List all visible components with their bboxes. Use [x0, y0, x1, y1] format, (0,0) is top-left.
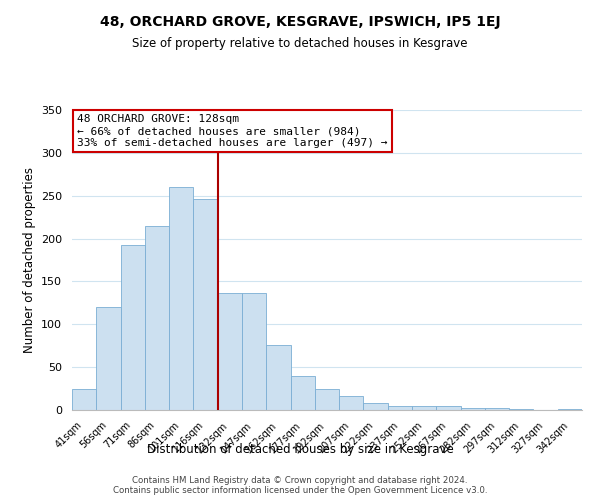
- Bar: [121, 244, 145, 410]
- Bar: [388, 406, 412, 410]
- Bar: [558, 409, 582, 410]
- Bar: [412, 406, 436, 410]
- Bar: [218, 292, 242, 410]
- Bar: [169, 187, 193, 410]
- Bar: [290, 376, 315, 410]
- Bar: [145, 226, 169, 410]
- Bar: [364, 403, 388, 410]
- Bar: [485, 408, 509, 410]
- Text: 48 ORCHARD GROVE: 128sqm
← 66% of detached houses are smaller (984)
33% of semi-: 48 ORCHARD GROVE: 128sqm ← 66% of detach…: [77, 114, 388, 148]
- Bar: [266, 345, 290, 410]
- Y-axis label: Number of detached properties: Number of detached properties: [23, 167, 35, 353]
- Bar: [72, 388, 96, 410]
- Text: Size of property relative to detached houses in Kesgrave: Size of property relative to detached ho…: [132, 38, 468, 51]
- Text: Distribution of detached houses by size in Kesgrave: Distribution of detached houses by size …: [146, 442, 454, 456]
- Text: 48, ORCHARD GROVE, KESGRAVE, IPSWICH, IP5 1EJ: 48, ORCHARD GROVE, KESGRAVE, IPSWICH, IP…: [100, 15, 500, 29]
- Text: Contains HM Land Registry data © Crown copyright and database right 2024.
Contai: Contains HM Land Registry data © Crown c…: [113, 476, 487, 495]
- Bar: [436, 406, 461, 410]
- Bar: [461, 408, 485, 410]
- Bar: [96, 307, 121, 410]
- Bar: [315, 388, 339, 410]
- Bar: [193, 199, 218, 410]
- Bar: [242, 294, 266, 410]
- Bar: [509, 409, 533, 410]
- Bar: [339, 396, 364, 410]
